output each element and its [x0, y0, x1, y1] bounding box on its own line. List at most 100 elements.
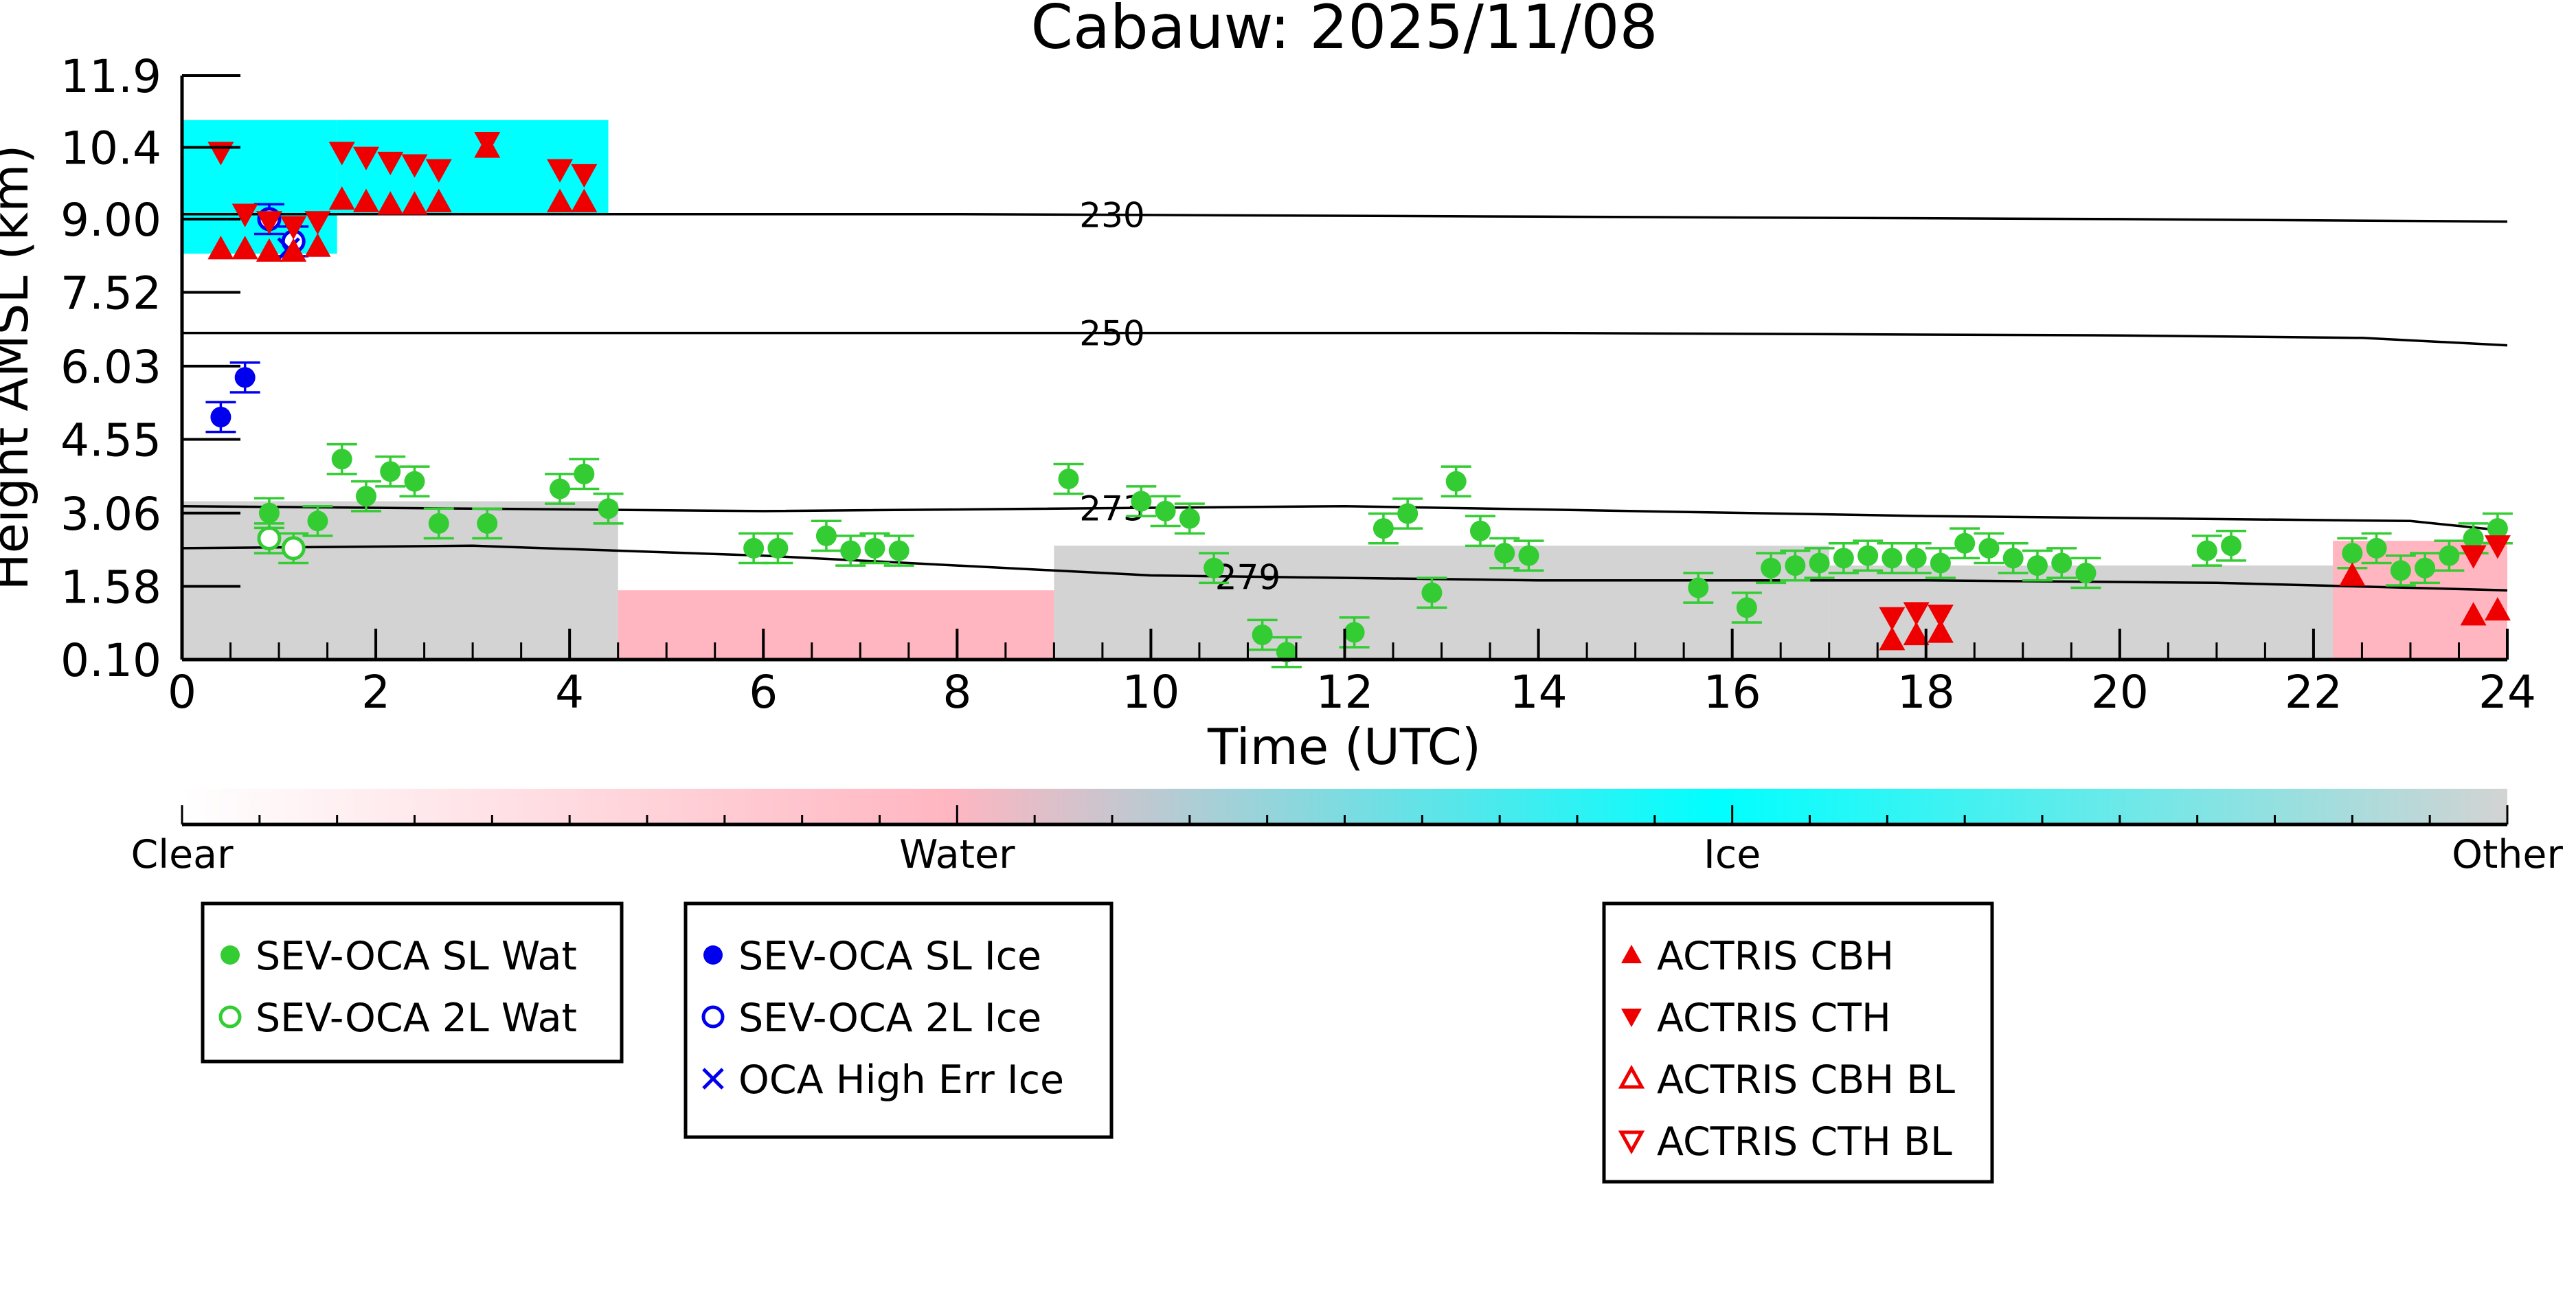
data-point [1058, 469, 1079, 490]
contour-label-250: 250 [1079, 314, 1144, 354]
x-tick-label: 12 [1316, 666, 1374, 719]
data-point [234, 367, 256, 388]
chart-title: Cabauw: 2025/11/08 [1031, 0, 1658, 63]
data-point [2484, 596, 2511, 621]
data-point [1736, 597, 1757, 618]
contour-label-230: 230 [1079, 196, 1144, 236]
y-axis-label: Height AMSL (km) [0, 145, 39, 591]
data-point [571, 164, 598, 188]
data-point [328, 142, 355, 166]
data-point [352, 188, 379, 212]
y-tick-label: 6.03 [60, 341, 161, 394]
retrieval-markers [205, 132, 2513, 669]
data-point [2439, 545, 2460, 566]
data-point [328, 186, 355, 210]
data-point [574, 463, 595, 484]
data-point [2196, 540, 2217, 561]
colorbar-label: Water [899, 832, 1015, 877]
data-point [2463, 528, 2484, 549]
colorbar-label: Other [2452, 832, 2563, 877]
data-point [1785, 555, 1806, 576]
legend-marker [703, 945, 723, 965]
data-point [1930, 552, 1951, 574]
x-tick-label: 8 [942, 666, 971, 719]
data-point [1445, 471, 1467, 492]
legend-entry: ACTRIS CTH [1657, 996, 1891, 1041]
x-tick-label: 22 [2285, 666, 2342, 719]
legend-entry: OCA High Err Ice [738, 1057, 1064, 1103]
colorbar-label: Ice [1704, 832, 1761, 877]
data-point [547, 159, 574, 183]
contour-line-230 [182, 212, 2507, 223]
data-point [207, 236, 234, 260]
cloud-layer-ice [182, 120, 337, 254]
series-actris-cbh [207, 134, 2511, 651]
colorbar-label: Clear [131, 832, 234, 877]
data-point [1879, 627, 1906, 651]
x-tick-label: 2 [361, 666, 390, 719]
data-point [307, 510, 328, 532]
data-point [1344, 622, 1365, 643]
data-point [2415, 557, 2436, 579]
data-point [2051, 552, 2072, 574]
legend-box: ACTRIS CBH ACTRIS CTH ACTRIS CBH BL ACTRIS … [1602, 901, 1994, 1184]
data-point [256, 238, 282, 262]
data-point [571, 188, 598, 212]
data-point [1761, 557, 1782, 579]
x-tick-label: 14 [1510, 666, 1568, 719]
data-point [280, 238, 307, 262]
data-point [474, 132, 501, 156]
y-tick-label: 11.9 [60, 50, 161, 103]
y-tick-label: 0.10 [60, 634, 161, 687]
legend-entry: ACTRIS CBH BL [1657, 1057, 1955, 1103]
data-point [1518, 545, 1539, 566]
data-point [280, 216, 307, 240]
legend-frame [683, 901, 1114, 1139]
data-point [377, 191, 404, 215]
data-point [258, 502, 280, 524]
data-point [377, 151, 404, 176]
data-point [743, 537, 765, 559]
data-point [1155, 500, 1176, 521]
data-point [1978, 537, 2000, 559]
x-tick-label: 24 [2478, 666, 2536, 719]
data-point [2342, 543, 2363, 564]
data-point [1833, 548, 1854, 569]
series-sev-oca-sl-ice [205, 361, 260, 434]
data-point [1397, 503, 1419, 524]
data-point [425, 159, 452, 183]
contour-line-273 [182, 504, 2507, 532]
y-tick-label: 9.00 [60, 194, 161, 247]
legend-marker [1621, 945, 1642, 963]
x-tick-label: 18 [1897, 666, 1955, 719]
series-sev-oca-sl-wat [253, 442, 2513, 669]
y-tick-label: 10.4 [60, 122, 161, 175]
y-tick-label: 1.58 [60, 561, 161, 614]
data-point [1903, 621, 1930, 646]
data-point [2075, 562, 2097, 583]
data-point [840, 540, 861, 561]
contour-label-279: 279 [1215, 557, 1280, 597]
data-point [1927, 619, 1954, 643]
data-point [256, 211, 282, 235]
data-point [2221, 535, 2242, 557]
legend-marker [1621, 1009, 1642, 1027]
data-point [1276, 642, 1297, 663]
data-point [2002, 548, 2024, 569]
x-axis-label: Time (UTC) [1207, 718, 1481, 776]
data-point [1954, 532, 1976, 554]
data-point [815, 525, 837, 546]
data-point [2460, 545, 2487, 569]
data-point [231, 203, 258, 227]
contour-line-250 [182, 331, 2507, 347]
series-actris-cth [207, 132, 2511, 631]
data-point [888, 540, 909, 561]
data-point [401, 154, 428, 178]
legend-entry: SEV-OCA 2L Ice [738, 996, 1041, 1041]
data-point [1688, 577, 1709, 598]
data-point [1204, 557, 1225, 579]
data-point [257, 526, 282, 551]
data-point [428, 513, 449, 534]
data-point [864, 537, 885, 559]
